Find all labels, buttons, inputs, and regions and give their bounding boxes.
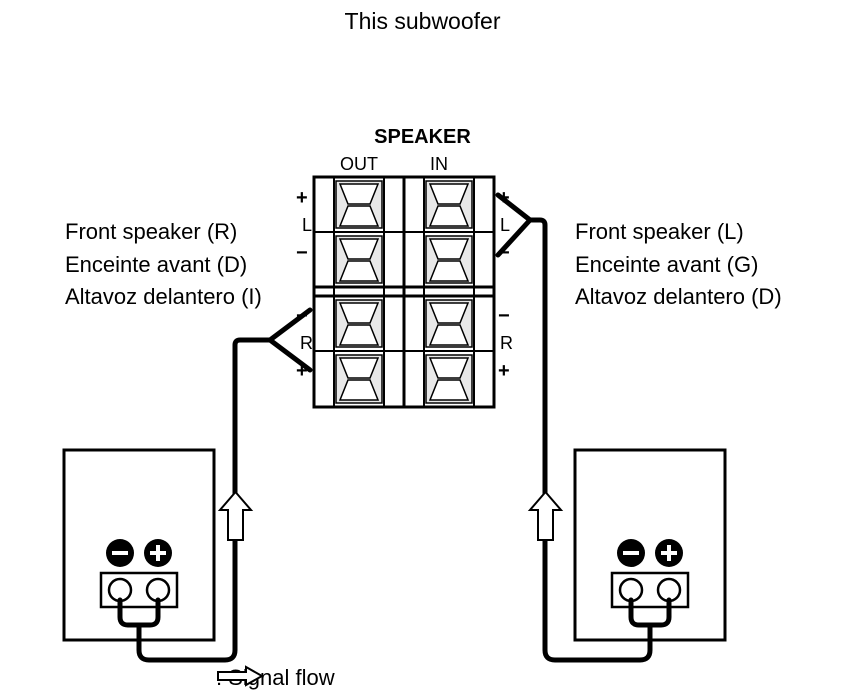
wiring-diagram bbox=[0, 0, 845, 699]
flow-arrow-r bbox=[220, 492, 251, 540]
speaker-r-box bbox=[64, 450, 214, 640]
flow-arrow-l bbox=[530, 492, 561, 540]
speaker-l-box bbox=[575, 450, 725, 640]
